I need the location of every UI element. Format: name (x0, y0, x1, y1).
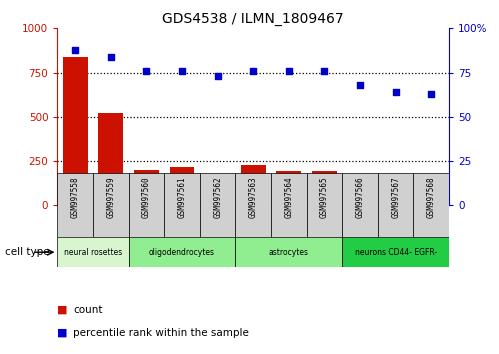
Bar (57, 237, 129, 267)
Bar (170, 167, 195, 205)
Bar (134, 170, 159, 205)
Bar (307, 173, 342, 237)
Bar (164, 173, 200, 237)
Bar (129, 237, 236, 267)
Bar (276, 171, 301, 205)
Bar (342, 237, 449, 267)
Bar (383, 183, 408, 205)
Bar (312, 171, 337, 205)
Text: astrocytes: astrocytes (269, 248, 309, 257)
Bar (236, 237, 342, 267)
Bar (98, 113, 123, 205)
Text: cell type: cell type (5, 247, 49, 257)
Text: neurons CD44- EGFR-: neurons CD44- EGFR- (355, 248, 437, 257)
Bar (241, 166, 265, 205)
Text: oligodendrocytes: oligodendrocytes (149, 248, 215, 257)
Bar (63, 57, 88, 205)
Point (392, 89, 400, 95)
Text: GSM997560: GSM997560 (142, 177, 151, 218)
Point (285, 68, 293, 74)
Bar (57, 173, 93, 237)
Text: percentile rank within the sample: percentile rank within the sample (73, 328, 249, 338)
Text: GSM997559: GSM997559 (106, 177, 115, 218)
Text: GSM997562: GSM997562 (213, 177, 222, 218)
Point (320, 68, 328, 74)
Point (427, 91, 435, 97)
Bar (236, 173, 271, 237)
Bar (200, 173, 236, 237)
Bar (271, 173, 307, 237)
Text: GSM997567: GSM997567 (391, 177, 400, 218)
Text: GSM997564: GSM997564 (284, 177, 293, 218)
Text: GSM997558: GSM997558 (71, 177, 80, 218)
Point (178, 68, 186, 74)
Text: GSM997561: GSM997561 (178, 177, 187, 218)
Text: ■: ■ (57, 305, 68, 315)
Bar (205, 175, 230, 205)
Bar (348, 181, 373, 205)
Point (142, 68, 150, 74)
Point (214, 73, 222, 79)
Bar (342, 173, 378, 237)
Text: GSM997568: GSM997568 (427, 177, 436, 218)
Text: ■: ■ (57, 328, 68, 338)
Bar (419, 183, 444, 205)
Text: GSM997565: GSM997565 (320, 177, 329, 218)
Text: count: count (73, 305, 103, 315)
Point (107, 54, 115, 59)
Bar (129, 173, 164, 237)
Point (71, 47, 79, 52)
Bar (378, 173, 414, 237)
Title: GDS4538 / ILMN_1809467: GDS4538 / ILMN_1809467 (163, 12, 344, 26)
Text: GSM997563: GSM997563 (249, 177, 258, 218)
Point (356, 82, 364, 88)
Text: GSM997566: GSM997566 (356, 177, 365, 218)
Bar (414, 173, 449, 237)
Point (250, 68, 257, 74)
Bar (93, 173, 129, 237)
Text: neural rosettes: neural rosettes (64, 248, 122, 257)
